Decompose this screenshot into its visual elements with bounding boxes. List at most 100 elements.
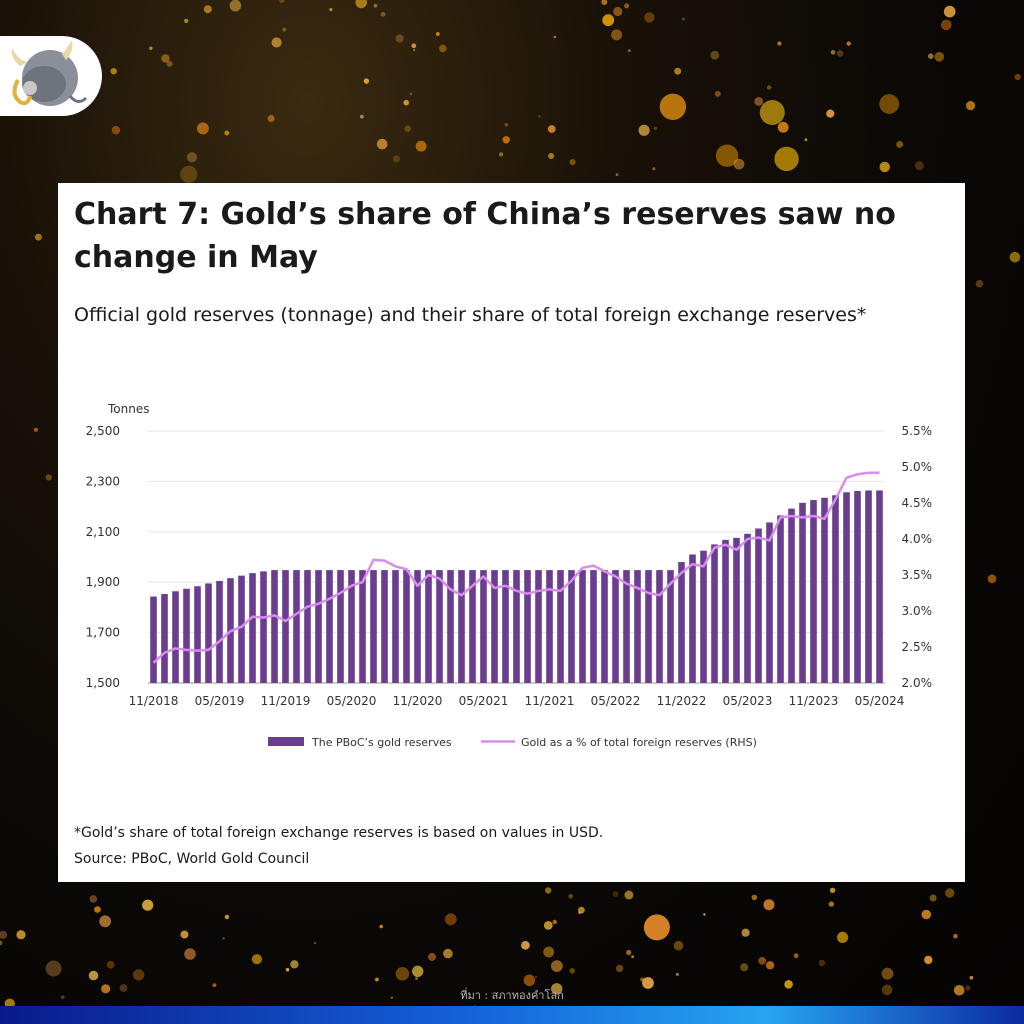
- y-tick-label-left: 1,700: [86, 626, 120, 640]
- bokeh-light: [601, 0, 608, 5]
- bokeh-light: [675, 972, 679, 976]
- bokeh-light: [373, 3, 378, 8]
- bar-gold-reserves: [821, 497, 828, 683]
- bar-gold-reserves: [238, 575, 245, 683]
- bokeh-light: [681, 17, 686, 21]
- bokeh-light: [184, 18, 189, 23]
- bokeh-light: [643, 914, 670, 941]
- bokeh-light: [290, 960, 299, 969]
- bokeh-light: [392, 155, 400, 163]
- bokeh-light: [502, 136, 510, 144]
- bar-gold-reserves: [381, 570, 388, 683]
- bokeh-light: [578, 911, 581, 914]
- bar-gold-reserves: [678, 562, 685, 683]
- y-tick-label-left: 2,500: [86, 424, 120, 438]
- x-tick-label: 11/2022: [657, 694, 707, 708]
- bar-gold-reserves: [832, 495, 839, 683]
- bokeh-light: [653, 126, 657, 131]
- bar-gold-reserves: [370, 570, 377, 683]
- bar-gold-reserves: [601, 570, 608, 683]
- bar-gold-reserves: [425, 570, 432, 683]
- bokeh-light: [376, 138, 388, 150]
- bokeh-light: [443, 948, 453, 959]
- x-tick-label: 11/2018: [129, 694, 179, 708]
- bokeh-light: [360, 114, 364, 119]
- bokeh-light: [714, 90, 721, 97]
- bar-gold-reserves: [359, 570, 366, 683]
- bar-gold-reserves: [491, 570, 498, 683]
- x-tick-label: 11/2023: [789, 694, 839, 708]
- y-tick-label-right: 2.5%: [902, 640, 933, 654]
- bokeh-light: [896, 140, 904, 148]
- legend-swatch-bars: [268, 737, 304, 746]
- bokeh-light: [836, 50, 844, 57]
- x-tick-label: 05/2020: [327, 694, 377, 708]
- x-tick-label: 05/2019: [195, 694, 245, 708]
- bar-gold-reserves: [194, 586, 201, 683]
- bar-gold-reserves: [854, 490, 861, 683]
- bokeh-light: [828, 901, 835, 907]
- bokeh-light: [534, 975, 538, 979]
- bokeh-light: [99, 915, 112, 928]
- bar-gold-reserves: [293, 570, 300, 683]
- bokeh-light: [551, 983, 563, 995]
- bokeh-light: [543, 921, 553, 930]
- bokeh-light: [212, 983, 217, 987]
- bokeh-light: [759, 100, 785, 125]
- bar-gold-reserves: [623, 570, 630, 683]
- bokeh-light: [186, 152, 198, 163]
- bar-gold-reserves: [590, 570, 597, 683]
- bokeh-light: [196, 122, 209, 135]
- bokeh-light: [222, 937, 225, 940]
- bokeh-light: [94, 906, 101, 913]
- bar-gold-reserves: [436, 570, 443, 683]
- legend-label-bars: The PBoC’s gold reserves: [311, 736, 452, 749]
- bokeh-light: [966, 101, 976, 111]
- bokeh-light: [203, 5, 212, 14]
- bokeh-light: [409, 92, 413, 95]
- bokeh-light: [180, 165, 198, 183]
- bokeh-light: [119, 984, 128, 992]
- y-tick-label-right: 2.0%: [902, 676, 933, 690]
- bokeh-light: [626, 949, 632, 956]
- bokeh-light: [411, 43, 417, 49]
- bokeh-light: [615, 173, 619, 177]
- y-tick-label-left: 2,300: [86, 474, 120, 488]
- bokeh-light: [638, 124, 650, 136]
- bar-gold-reserves: [150, 596, 157, 683]
- bar-gold-reserves: [755, 528, 762, 683]
- bokeh-light: [439, 44, 447, 53]
- y-tick-label-left: 1,900: [86, 575, 120, 589]
- bar-gold-reserves: [799, 502, 806, 683]
- y-tick-label-left: 1,500: [86, 676, 120, 690]
- bokeh-light: [710, 50, 720, 60]
- bokeh-light: [924, 955, 933, 965]
- bokeh-light: [267, 115, 275, 122]
- bar-gold-reserves: [612, 570, 619, 683]
- bar-gold-reserves: [535, 570, 542, 683]
- bokeh-light: [969, 975, 974, 980]
- bokeh-light: [45, 960, 62, 977]
- bokeh-light: [928, 53, 934, 59]
- bokeh-light: [631, 955, 634, 959]
- bokeh-light: [180, 930, 189, 939]
- bokeh-light: [741, 928, 750, 937]
- bokeh-light: [914, 161, 924, 171]
- bar-gold-reserves: [414, 570, 421, 683]
- bokeh-light: [627, 49, 631, 53]
- bokeh-light: [0, 930, 8, 940]
- bokeh-light: [569, 159, 576, 166]
- bokeh-light: [929, 894, 937, 902]
- bokeh-light: [415, 977, 418, 980]
- bokeh-light: [553, 35, 557, 39]
- bokeh-light: [953, 933, 958, 939]
- bokeh-light: [34, 233, 42, 241]
- y-tick-label-right: 4.5%: [902, 496, 933, 510]
- x-tick-label: 05/2023: [723, 694, 773, 708]
- bar-gold-reserves: [645, 570, 652, 683]
- bokeh-light: [777, 121, 789, 133]
- bottom-accent-bar: [0, 1006, 1024, 1024]
- bokeh-light: [804, 138, 808, 142]
- chart-subtitle: Official gold reserves (tonnage) and the…: [74, 304, 867, 326]
- footnote: *Gold’s share of total foreign exchange …: [74, 825, 604, 841]
